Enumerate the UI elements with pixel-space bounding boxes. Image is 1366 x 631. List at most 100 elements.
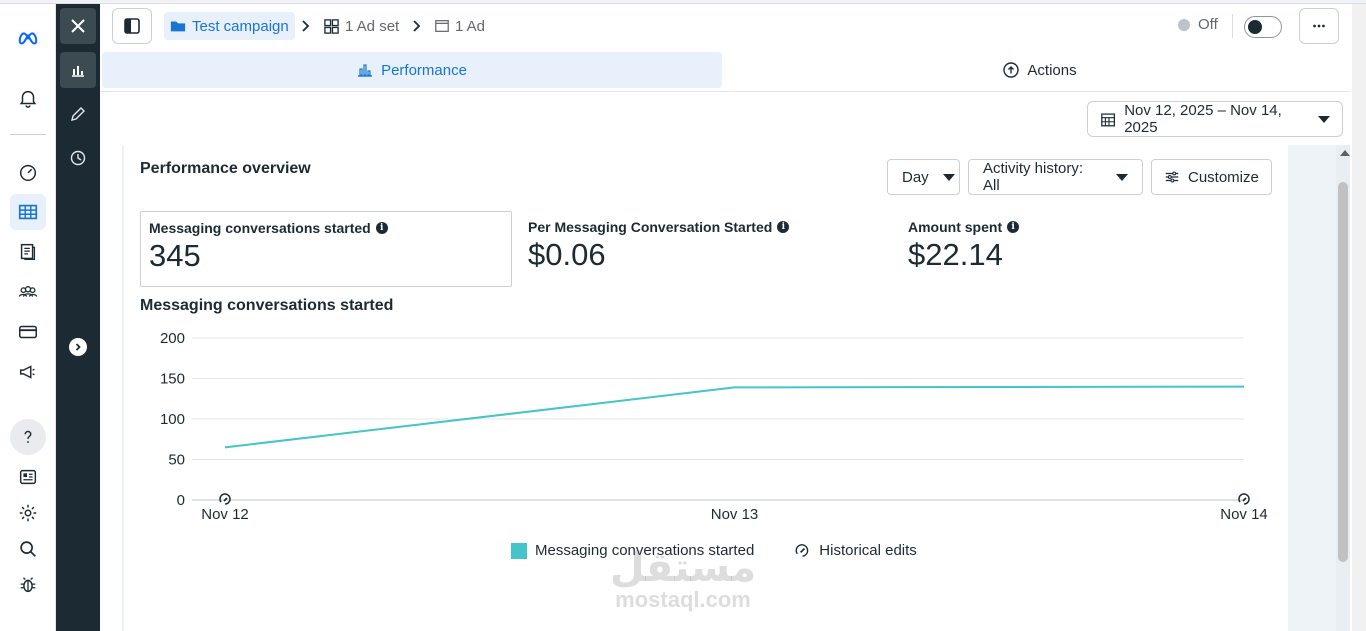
ads-manager-table-icon[interactable]: [10, 194, 46, 230]
caret-down-icon: [1116, 173, 1128, 181]
section-title: Performance overview: [140, 160, 311, 177]
customize-sliders-icon: [1165, 171, 1179, 183]
line-chart: 0 50 100 150 200 Nov 12 Nov 13 Nov 14: [160, 330, 1268, 523]
y-tick-label: 200: [160, 330, 185, 347]
chevron-right-icon: [413, 20, 421, 32]
calendar-icon: [1101, 112, 1116, 126]
metric-card-amount-spent[interactable]: Amount spent i $22.14: [900, 211, 1272, 287]
info-icon[interactable]: i: [375, 222, 388, 234]
bar-chart-icon: [358, 64, 373, 77]
status-label: Off: [1198, 16, 1218, 33]
y-tick-label: 100: [160, 411, 185, 428]
scroll-up-arrow-icon[interactable]: [1340, 150, 1350, 156]
toggle-sidebar-button[interactable]: [112, 8, 152, 44]
grid-icon: [324, 18, 339, 34]
report-bug-icon[interactable]: [10, 567, 46, 603]
help-question-icon[interactable]: [10, 419, 46, 455]
breadcrumb-ad[interactable]: 1 Ad: [434, 12, 485, 40]
campaign-on-off-toggle[interactable]: [1244, 16, 1282, 38]
toggle-knob: [1248, 20, 1262, 34]
sidebar-panel-icon: [124, 18, 140, 34]
edit-pencil-icon[interactable]: [60, 96, 96, 132]
scrollbar-thumb[interactable]: [1338, 182, 1348, 562]
expand-chevron-icon[interactable]: [69, 338, 87, 356]
app-rail: [0, 4, 56, 631]
chart-legend: Messaging conversations started Historic…: [511, 542, 917, 559]
tab-performance-label: Performance: [381, 61, 467, 79]
granularity-label: Day: [902, 168, 929, 186]
y-tick-label: 150: [160, 371, 185, 388]
ellipsis-icon: [1313, 24, 1325, 28]
breadcrumb-ad-label: 1 Ad: [455, 17, 486, 35]
watermark-arabic: مستقل: [609, 546, 757, 590]
historical-edits-icon: [795, 544, 809, 557]
upload-circle-icon: [1003, 62, 1020, 78]
folder-icon: [170, 21, 186, 32]
performance-card: [124, 145, 1288, 631]
rail-divider: [10, 134, 46, 135]
search-icon[interactable]: [10, 531, 46, 567]
activity-history-label: Activity history: All: [983, 160, 1084, 194]
ad-window-icon: [435, 20, 449, 32]
billing-card-icon[interactable]: [10, 314, 46, 350]
caret-down-icon: [942, 173, 955, 181]
chevron-right-icon: [302, 20, 310, 32]
watermark-latin: mostaql.com: [615, 587, 751, 612]
series-line: [224, 385, 1245, 449]
y-tick-label: 0: [177, 492, 185, 509]
info-icon[interactable]: i: [1007, 221, 1020, 233]
breadcrumb-ad-set-label: 1 Ad set: [345, 17, 400, 35]
header-divider: [1232, 14, 1233, 38]
metric-value: 345: [149, 238, 201, 273]
meta-logo-icon[interactable]: [10, 20, 46, 56]
y-tick-label: 50: [168, 452, 185, 469]
chart-title: Messaging conversations started: [140, 297, 394, 314]
more-options-button[interactable]: [1299, 8, 1339, 44]
window-top-border: [0, 0, 1366, 4]
window-scrollbar[interactable]: [1352, 4, 1366, 631]
x-tick-label: Nov 14: [1220, 506, 1268, 523]
caret-down-icon: [1318, 115, 1330, 123]
historical-edit-marker-icon: [219, 493, 231, 505]
activity-history-dropdown[interactable]: Activity history: All: [968, 159, 1143, 195]
delivery-status: Off: [1178, 16, 1218, 33]
breadcrumb-campaign[interactable]: Test campaign: [164, 12, 295, 40]
legend-edits-label: Historical edits: [819, 542, 917, 559]
editor-header: Test campaign 1 Ad set 1 Ad Off: [100, 4, 1350, 48]
granularity-dropdown[interactable]: Day: [887, 159, 960, 195]
date-range-label: Nov 12, 2025 – Nov 14, 2025: [1124, 102, 1282, 136]
date-range-picker[interactable]: Nov 12, 2025 – Nov 14, 2025: [1087, 101, 1343, 137]
metric-value: $22.14: [908, 237, 1003, 272]
dashboard-gauge-icon[interactable]: [10, 154, 46, 190]
tab-actions-label: Actions: [1027, 61, 1077, 79]
notifications-bell-icon[interactable]: [10, 80, 46, 116]
bar-chart-icon[interactable]: [60, 52, 96, 88]
history-clock-icon[interactable]: [60, 140, 96, 176]
metric-card-conversations[interactable]: Messaging conversations started i 345: [140, 211, 512, 287]
breadcrumb-campaign-label: Test campaign: [192, 17, 289, 35]
metric-label: Amount spent: [908, 219, 1003, 235]
audiences-people-icon[interactable]: [10, 274, 46, 310]
pages-icon[interactable]: [10, 234, 46, 270]
metric-value: $0.06: [528, 237, 606, 272]
metric-card-cost-per-conversation[interactable]: Per Messaging Conversation Started i $0.0…: [520, 211, 892, 287]
customize-label: Customize: [1188, 168, 1259, 186]
reports-news-icon[interactable]: [10, 459, 46, 495]
x-tick-label: Nov 13: [711, 506, 759, 523]
tab-performance[interactable]: Performance: [102, 52, 722, 88]
breadcrumb-ad-set[interactable]: 1 Ad set: [323, 12, 399, 40]
historical-edit-marker-icon: [1238, 493, 1250, 505]
close-icon[interactable]: [60, 8, 96, 44]
watermark: مستقل mostaql.com: [598, 548, 768, 612]
metric-label: Per Messaging Conversation Started: [528, 219, 773, 235]
tab-actions[interactable]: Actions: [740, 52, 1340, 88]
settings-gear-icon[interactable]: [10, 495, 46, 531]
legend-series-label: Messaging conversations started: [535, 542, 755, 559]
editor-side-panel: [56, 4, 100, 631]
x-tick-label: Nov 12: [201, 506, 249, 523]
customize-button[interactable]: Customize: [1151, 159, 1272, 195]
campaign-megaphone-icon[interactable]: [10, 354, 46, 390]
editor-tabs: Performance Actions: [100, 48, 1350, 92]
series-swatch: [511, 542, 527, 559]
info-icon[interactable]: i: [777, 221, 790, 233]
